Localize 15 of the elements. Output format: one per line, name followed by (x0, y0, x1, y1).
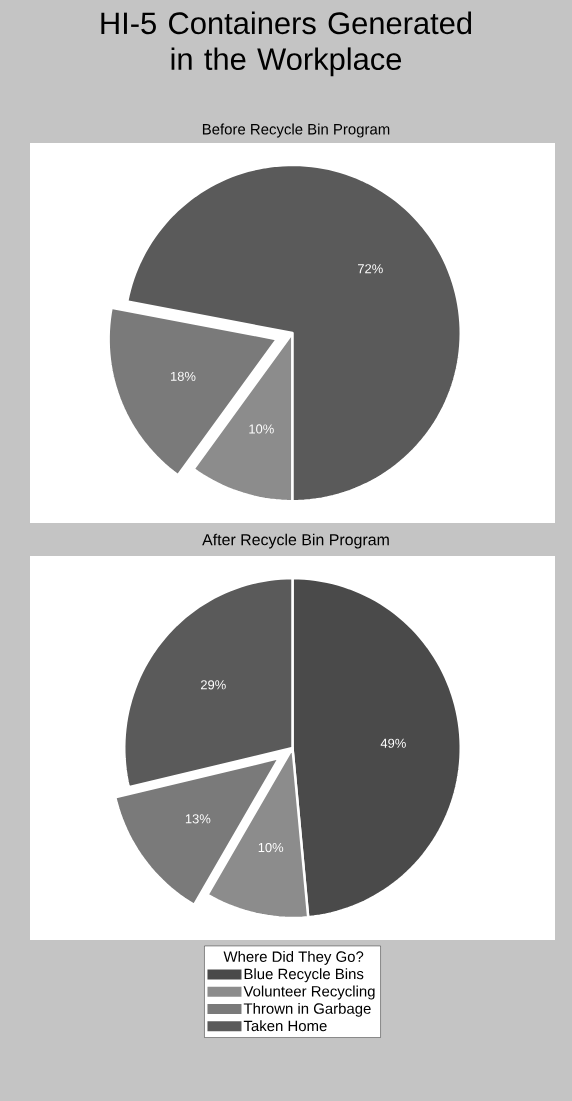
legend-title: Where Did They Go? (223, 950, 364, 965)
data-label: 10% (258, 842, 284, 853)
chart-subtitle: Before Recycle Bin Program (202, 123, 390, 138)
data-label: 49% (380, 738, 406, 748)
legend-label: Blue Recycle Bins (244, 968, 364, 983)
chart-title: HI-5 Containers Generated in the Workplace (101, 11, 472, 77)
data-label: 10% (249, 424, 274, 434)
legend-label: Thrown in Garbage (243, 1002, 371, 1017)
legend-label: Taken Home (243, 1020, 327, 1032)
data-label: 18% (171, 371, 196, 381)
data-label: 13% (185, 814, 211, 824)
data-label: 29% (200, 680, 226, 690)
data-label: 72% (358, 264, 383, 274)
chart-title: After Recycle Bin Program (202, 533, 389, 549)
legend-label: Volunteer Recycling (243, 985, 375, 1000)
